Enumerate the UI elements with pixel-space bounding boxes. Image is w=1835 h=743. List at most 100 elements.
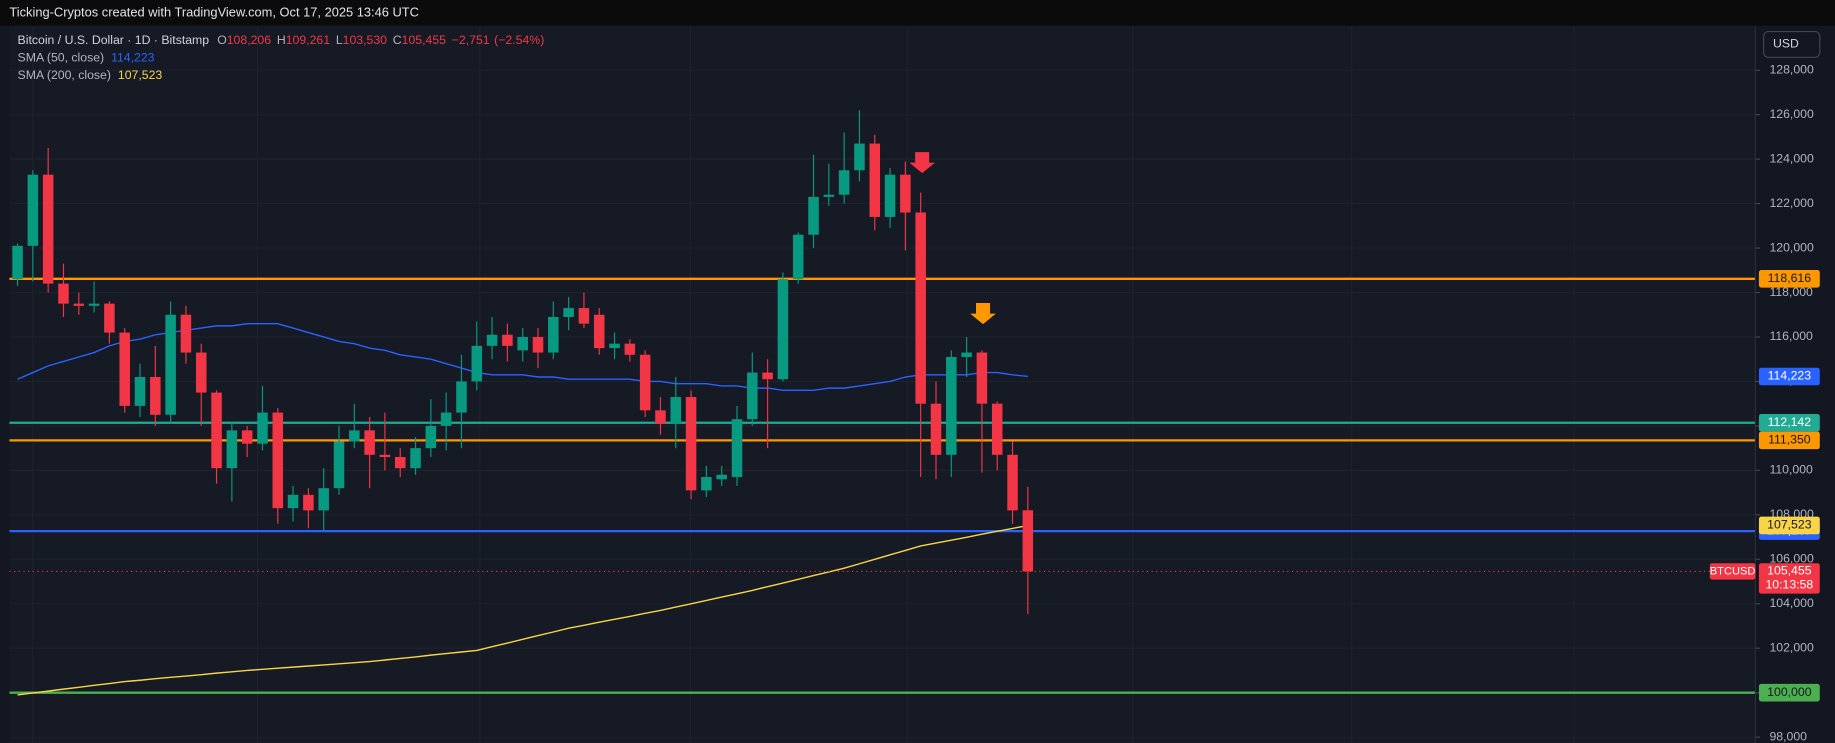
y-tick-label: 102,000 (1769, 640, 1814, 654)
indicator-tag (1758, 367, 1820, 386)
y-tick-label: 110,000 (1769, 463, 1813, 477)
candle-body (747, 372, 758, 420)
symbol-title: Bitcoin / U.S. Dollar · 1D · Bitstamp (18, 33, 210, 47)
indicator-name: SMA (50, close) (18, 51, 105, 65)
indicator-value: 114,223 (111, 51, 155, 65)
indicator-tag (1758, 516, 1820, 535)
level-tag (1758, 270, 1820, 288)
header-text: Ticking-Cryptos created with TradingView… (9, 4, 419, 19)
y-tick-label: 118,000 (1769, 285, 1813, 299)
y-tick-label: 116,000 (1769, 329, 1813, 343)
candle-body (701, 477, 712, 491)
candle-body (287, 494, 299, 509)
candle-body (823, 194, 835, 197)
candle-body (349, 430, 360, 442)
indicator-name: SMA (200, close) (18, 68, 111, 82)
candle-body (257, 412, 268, 444)
candle-body (624, 343, 636, 355)
level-tag (1758, 683, 1820, 702)
candle-body (211, 392, 222, 469)
y-tick-label: 104,000 (1769, 596, 1814, 610)
change-pct: (−2.54%) (494, 33, 544, 47)
candle-body (578, 308, 590, 324)
candle-body (440, 412, 452, 426)
candle-body (318, 488, 329, 511)
y-tick-label: 98,000 (1769, 729, 1807, 743)
candle-body (869, 143, 881, 217)
indicator-tag-label: 107,523 (1767, 518, 1812, 532)
level-tag (1758, 413, 1820, 432)
indicator-value: 107,523 (118, 68, 163, 82)
candle-body (165, 314, 176, 415)
candle-body (946, 356, 957, 455)
ohlc-name: C (393, 33, 402, 47)
candle-body (486, 334, 498, 346)
currency-button-label[interactable]: USD (1773, 37, 1799, 51)
candle-body (854, 143, 865, 171)
y-tick-label: 120,000 (1769, 240, 1814, 254)
indicator-tag-label: 114,223 (1768, 369, 1812, 383)
candle-body (410, 448, 421, 469)
plot (9, 110, 1756, 696)
candle-body (731, 419, 743, 478)
candle-body (119, 332, 130, 406)
candle-body (609, 343, 620, 349)
y-tick-label: 126,000 (1769, 107, 1814, 121)
symbol-tag-label: BTCUSD (1710, 565, 1756, 577)
candle-body (58, 283, 69, 304)
candle-body (593, 314, 605, 349)
candle-body (517, 336, 528, 351)
candle-body (195, 352, 207, 393)
candle-body (792, 234, 804, 280)
candle-body (364, 430, 375, 455)
candle-body (930, 403, 942, 455)
change: −2,751 (452, 33, 490, 47)
candle-body (548, 316, 559, 353)
time-grid (32, 25, 1575, 743)
candle-body (333, 441, 345, 489)
indicator-legend: SMA (50, close) 114,223 (18, 51, 155, 65)
candle-body (655, 410, 666, 424)
ohlc-value: 108,206 (227, 33, 272, 47)
candle-body (900, 174, 911, 213)
candle-body (394, 457, 406, 469)
level-tag-label: 112,142 (1768, 415, 1812, 429)
level-tag-label: 100,000 (1767, 685, 1812, 699)
candle-body (1007, 454, 1018, 511)
currency-button[interactable] (1763, 31, 1821, 58)
price-tag (1758, 563, 1820, 594)
candle-body (838, 170, 850, 195)
ohlc-value: 105,455 (402, 33, 447, 47)
candle-body (1022, 510, 1034, 572)
candle-body (961, 352, 972, 357)
candle-body (73, 303, 85, 306)
candle-body (563, 308, 574, 317)
ohlc-value: 109,261 (286, 33, 331, 47)
candle-body (777, 279, 789, 380)
candle-body (303, 494, 314, 511)
candle-body (425, 425, 437, 449)
ohlc-value: 103,530 (343, 33, 388, 47)
candle-body (762, 372, 773, 380)
y-tick-label: 124,000 (1769, 151, 1814, 165)
candle-body (976, 352, 988, 404)
countdown: 10:13:58 (1765, 578, 1813, 592)
ohlc-name: O (217, 33, 227, 47)
ohlc-name: H (277, 33, 286, 47)
candle-body (471, 345, 483, 382)
candle-body (379, 454, 391, 458)
grid (9, 69, 1756, 738)
sell-arrow (909, 152, 936, 174)
candle-body (639, 354, 651, 411)
candle-body (532, 336, 544, 353)
candle-body (104, 303, 115, 333)
price-axis: 98,000100,000102,000104,000106,000108,00… (1710, 62, 1820, 743)
candle-body (150, 377, 161, 415)
candle-body (685, 397, 697, 491)
header-bar (0, 0, 1835, 26)
candle-body (915, 212, 926, 404)
level-tag-label: 118,616 (1768, 271, 1812, 285)
sma-line (17, 524, 1028, 696)
